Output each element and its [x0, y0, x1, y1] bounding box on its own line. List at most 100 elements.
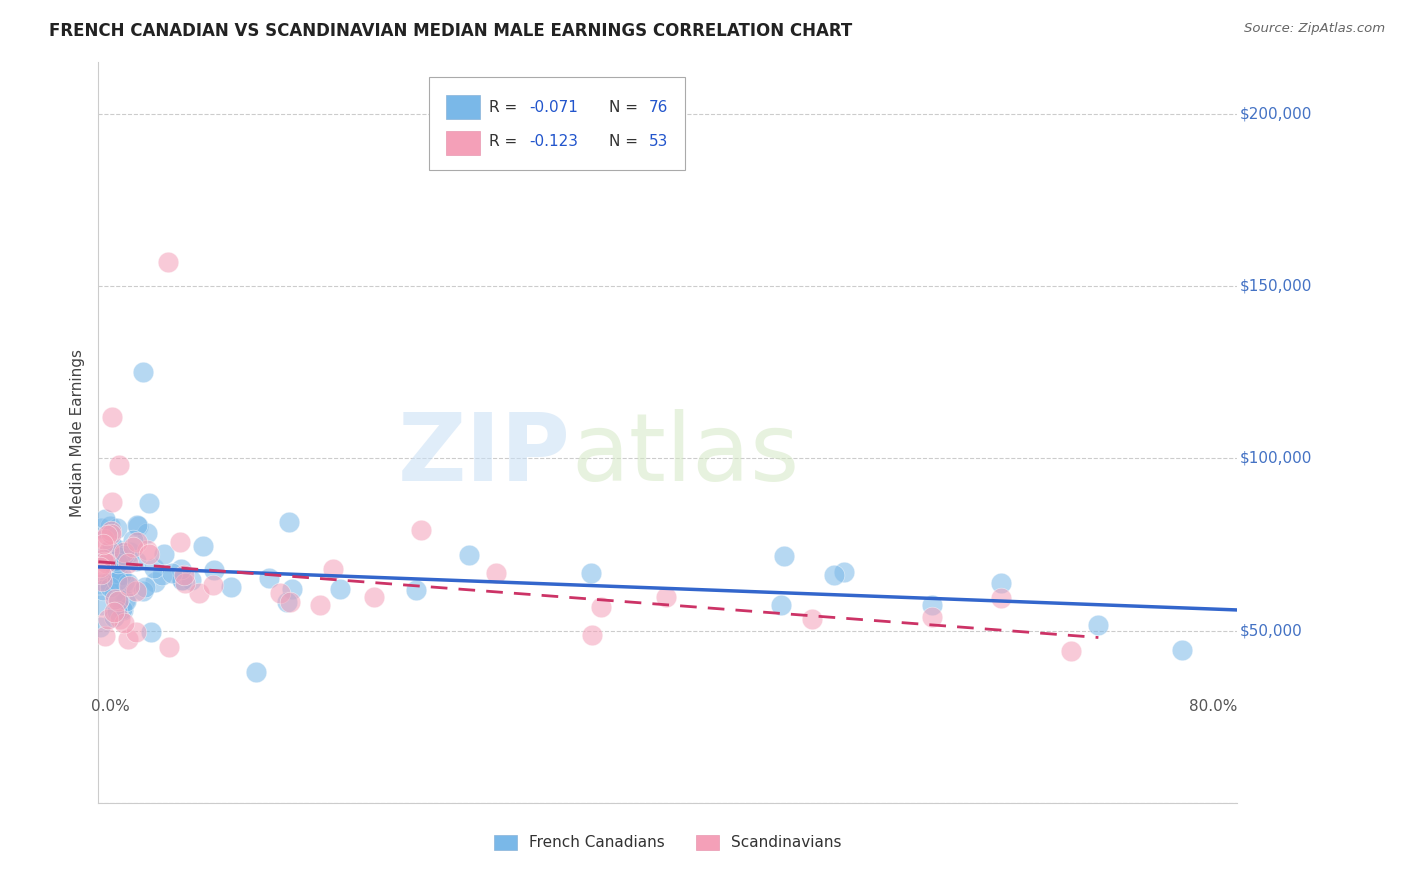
Point — [127, 534, 149, 549]
Point — [91, 552, 114, 566]
Point — [136, 542, 159, 557]
Point — [127, 519, 149, 533]
Point — [94, 629, 117, 643]
Point — [103, 610, 125, 624]
Point — [823, 568, 845, 582]
Point — [104, 562, 127, 576]
Point — [769, 598, 792, 612]
Point — [89, 620, 111, 634]
Point — [93, 555, 115, 569]
Point — [100, 410, 122, 425]
Point — [108, 550, 131, 565]
Point — [93, 583, 115, 598]
Point — [579, 566, 602, 580]
Point — [108, 592, 131, 607]
Point — [131, 583, 153, 598]
Point — [125, 518, 148, 533]
Point — [98, 518, 121, 533]
Point — [108, 458, 131, 473]
Point — [124, 554, 146, 568]
Point — [173, 568, 195, 582]
Point — [1059, 643, 1081, 657]
Text: N =: N = — [609, 100, 643, 115]
Point — [103, 605, 125, 619]
Point — [191, 540, 214, 554]
Point — [800, 611, 823, 625]
Text: -0.123: -0.123 — [529, 134, 578, 149]
Text: Source: ZipAtlas.com: Source: ZipAtlas.com — [1244, 22, 1385, 36]
Point — [322, 561, 344, 575]
Point — [276, 595, 298, 609]
Point — [409, 523, 432, 537]
Point — [94, 512, 117, 526]
Point — [278, 515, 301, 529]
Point — [105, 521, 128, 535]
Point — [100, 526, 122, 541]
Point — [921, 609, 943, 624]
Point — [245, 665, 267, 679]
Point — [1170, 643, 1192, 657]
Legend: French Canadians, Scandinavians: French Canadians, Scandinavians — [486, 827, 849, 858]
Point — [90, 598, 112, 612]
Text: -0.071: -0.071 — [529, 100, 578, 115]
Point — [257, 571, 280, 585]
Text: $50,000: $50,000 — [1240, 624, 1302, 638]
Point — [153, 547, 176, 561]
FancyBboxPatch shape — [446, 130, 479, 155]
Point — [108, 542, 131, 557]
Point — [89, 560, 111, 574]
Text: 0.0%: 0.0% — [91, 699, 131, 714]
Point — [111, 602, 134, 616]
Point — [581, 628, 603, 642]
Point — [96, 528, 118, 542]
Point — [90, 566, 112, 581]
Point — [135, 525, 157, 540]
Point — [169, 534, 191, 549]
Point — [170, 574, 193, 588]
Point — [107, 574, 129, 589]
Point — [138, 496, 160, 510]
Point — [110, 545, 132, 559]
Point — [107, 594, 129, 608]
Point — [921, 598, 943, 612]
Point — [832, 565, 855, 579]
Point — [990, 591, 1012, 605]
Point — [485, 566, 508, 581]
Point — [112, 616, 135, 631]
FancyBboxPatch shape — [446, 95, 479, 120]
Point — [269, 586, 291, 600]
Point — [110, 567, 132, 582]
Point — [105, 604, 128, 618]
Point — [90, 520, 112, 534]
Point — [219, 580, 242, 594]
Point — [138, 548, 160, 562]
Point — [655, 590, 678, 604]
Point — [180, 573, 202, 587]
Text: R =: R = — [489, 100, 522, 115]
Point — [117, 576, 139, 591]
Point — [589, 600, 612, 615]
Text: ZIP: ZIP — [398, 409, 571, 500]
Point — [122, 533, 145, 547]
Point — [124, 583, 146, 598]
Point — [96, 552, 118, 566]
Point — [308, 598, 330, 612]
Y-axis label: Median Male Earnings: Median Male Earnings — [70, 349, 86, 516]
Point — [405, 582, 427, 597]
FancyBboxPatch shape — [429, 78, 685, 169]
Point — [202, 563, 225, 577]
Point — [115, 594, 138, 608]
Point — [188, 586, 211, 600]
Point — [111, 602, 134, 616]
Point — [132, 365, 155, 379]
Text: $100,000: $100,000 — [1240, 451, 1312, 466]
Point — [990, 576, 1012, 591]
Text: FRENCH CANADIAN VS SCANDINAVIAN MEDIAN MALE EARNINGS CORRELATION CHART: FRENCH CANADIAN VS SCANDINAVIAN MEDIAN M… — [49, 22, 852, 40]
Point — [134, 580, 156, 594]
Point — [97, 612, 120, 626]
Point — [118, 579, 141, 593]
Point — [122, 540, 145, 554]
Text: R =: R = — [489, 134, 522, 149]
Point — [107, 556, 129, 570]
Text: $200,000: $200,000 — [1240, 106, 1312, 121]
